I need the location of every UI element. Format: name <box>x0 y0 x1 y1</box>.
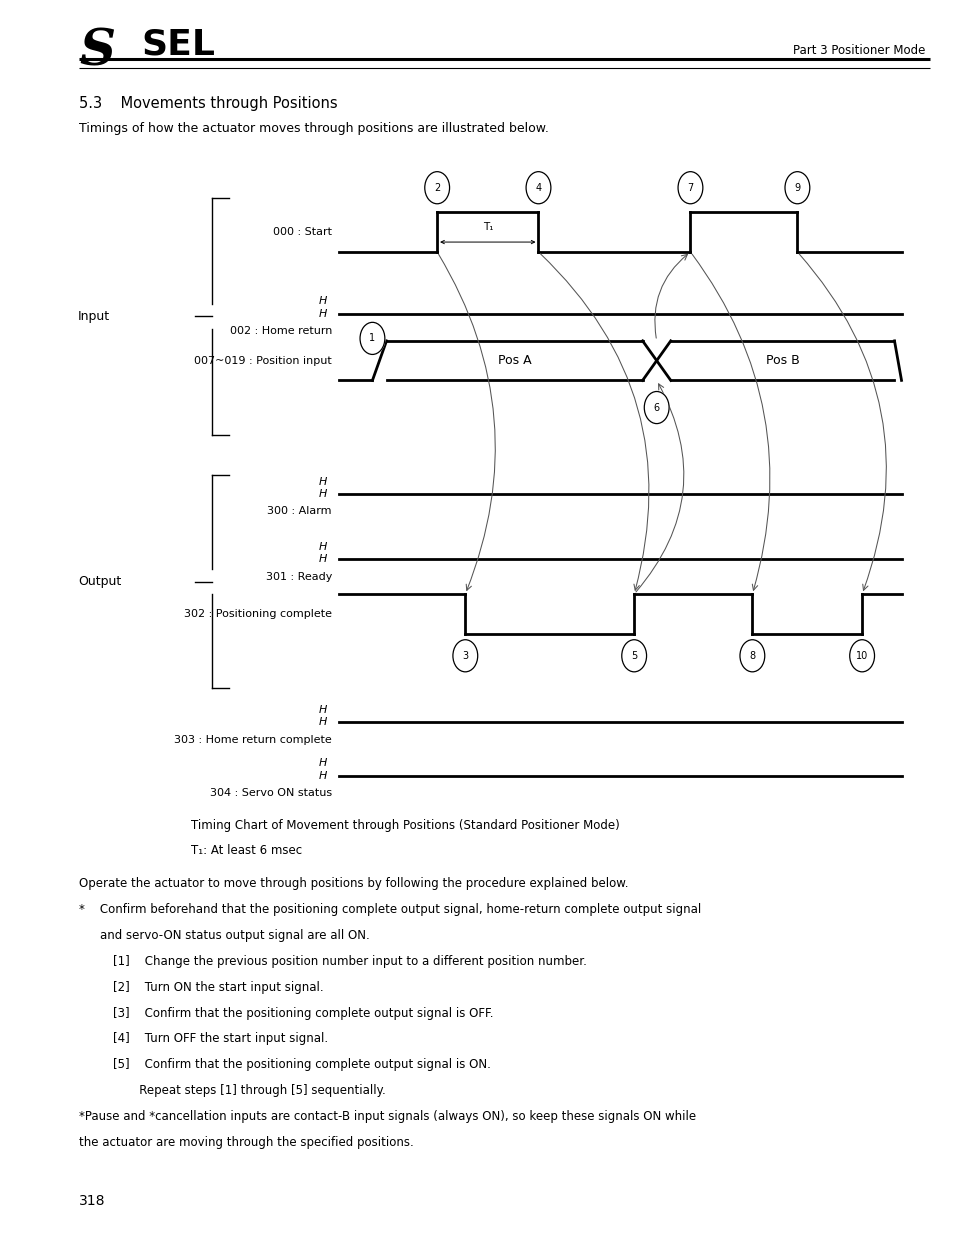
Text: the actuator are moving through the specified positions.: the actuator are moving through the spec… <box>79 1136 414 1150</box>
Text: 5.3    Movements through Positions: 5.3 Movements through Positions <box>79 96 337 111</box>
Text: H: H <box>318 296 327 306</box>
Text: 000 : Start: 000 : Start <box>273 227 332 237</box>
Text: 5: 5 <box>630 651 637 661</box>
Text: [3]    Confirm that the positioning complete output signal is OFF.: [3] Confirm that the positioning complet… <box>112 1007 493 1020</box>
Text: Part 3 Positioner Mode: Part 3 Positioner Mode <box>792 43 924 57</box>
Circle shape <box>678 172 702 204</box>
Text: and servo-ON status output signal are all ON.: and servo-ON status output signal are al… <box>100 929 370 942</box>
Text: Repeat steps [1] through [5] sequentially.: Repeat steps [1] through [5] sequentiall… <box>112 1084 385 1098</box>
Text: 2: 2 <box>434 183 440 193</box>
Text: Timings of how the actuator moves through positions are illustrated below.: Timings of how the actuator moves throug… <box>79 122 549 136</box>
Text: S: S <box>79 27 115 77</box>
Text: Output: Output <box>78 576 121 588</box>
Text: H: H <box>318 477 327 487</box>
Text: 3: 3 <box>462 651 468 661</box>
Circle shape <box>643 391 668 424</box>
Text: Pos B: Pos B <box>765 354 799 367</box>
Circle shape <box>359 322 384 354</box>
Circle shape <box>784 172 809 204</box>
Text: 10: 10 <box>855 651 867 661</box>
Text: Operate the actuator to move through positions by following the procedure explai: Operate the actuator to move through pos… <box>79 877 628 890</box>
Circle shape <box>424 172 449 204</box>
Text: SEL: SEL <box>141 27 214 62</box>
Text: 8: 8 <box>748 651 755 661</box>
Circle shape <box>849 640 874 672</box>
Text: 300 : Alarm: 300 : Alarm <box>267 506 332 516</box>
Text: 318: 318 <box>79 1194 106 1208</box>
Text: Input: Input <box>78 310 111 322</box>
Text: 7: 7 <box>686 183 693 193</box>
Text: 1: 1 <box>369 333 375 343</box>
Circle shape <box>621 640 646 672</box>
Text: 002 : Home return: 002 : Home return <box>230 326 332 336</box>
Text: 4: 4 <box>535 183 541 193</box>
Text: Pos A: Pos A <box>497 354 531 367</box>
Text: 302 : Positioning complete: 302 : Positioning complete <box>184 609 332 619</box>
Text: H: H <box>318 758 327 768</box>
Text: 301 : Ready: 301 : Ready <box>265 572 332 582</box>
Text: T₁: T₁ <box>482 222 493 232</box>
Text: [1]    Change the previous position number input to a different position number.: [1] Change the previous position number … <box>112 955 586 968</box>
Circle shape <box>453 640 477 672</box>
Text: [4]    Turn OFF the start input signal.: [4] Turn OFF the start input signal. <box>112 1032 327 1046</box>
Text: 007~019 : Position input: 007~019 : Position input <box>194 356 332 366</box>
Text: [5]    Confirm that the positioning complete output signal is ON.: [5] Confirm that the positioning complet… <box>112 1058 490 1072</box>
Circle shape <box>740 640 764 672</box>
Text: 6: 6 <box>653 403 659 412</box>
Text: [2]    Turn ON the start input signal.: [2] Turn ON the start input signal. <box>112 981 323 994</box>
Text: *    Confirm beforehand that the positioning complete output signal, home-return: * Confirm beforehand that the positionin… <box>79 903 700 916</box>
Text: H: H <box>318 309 327 319</box>
Text: Timing Chart of Movement through Positions (Standard Positioner Mode): Timing Chart of Movement through Positio… <box>191 819 618 832</box>
Text: *Pause and *cancellation inputs are contact-B input signals (always ON), so keep: *Pause and *cancellation inputs are cont… <box>79 1110 696 1124</box>
Text: 9: 9 <box>794 183 800 193</box>
Text: H: H <box>318 771 327 781</box>
Text: 303 : Home return complete: 303 : Home return complete <box>174 735 332 745</box>
Text: H: H <box>318 555 327 564</box>
Text: H: H <box>318 718 327 727</box>
Text: H: H <box>318 542 327 552</box>
Circle shape <box>525 172 550 204</box>
Text: H: H <box>318 489 327 499</box>
Text: H: H <box>318 705 327 715</box>
Text: 304 : Servo ON status: 304 : Servo ON status <box>210 788 332 798</box>
Text: T₁: At least 6 msec: T₁: At least 6 msec <box>191 844 301 857</box>
